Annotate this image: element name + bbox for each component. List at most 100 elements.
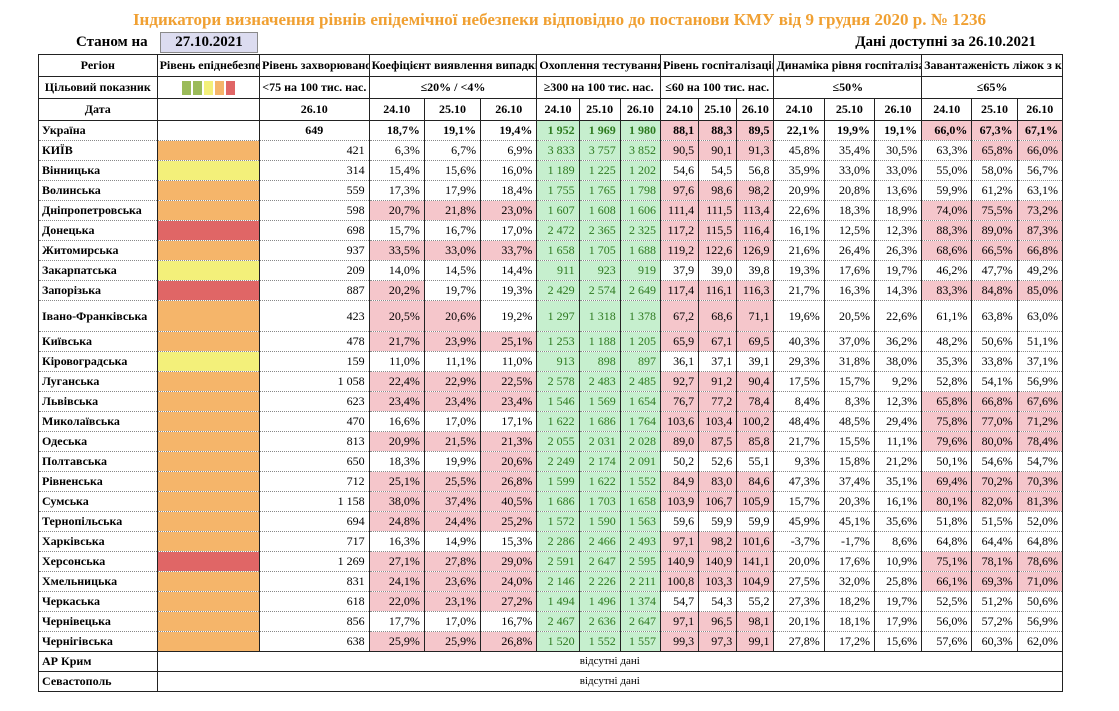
- incidence-cell: 314: [259, 160, 370, 181]
- detection-cell: 19,9%: [423, 451, 482, 472]
- testing-cell: 1 703: [578, 491, 621, 512]
- hosp-dynamics-cell: 32,0%: [823, 571, 875, 592]
- hosp-dynamics-cell: 19,1%: [873, 120, 923, 141]
- hosp-cell: 39,0: [698, 260, 738, 281]
- hosp-dynamics-cell: 47,3%: [773, 471, 825, 492]
- oxygen-cell: 59,9%: [921, 180, 973, 201]
- hosp-dynamics-cell: 22,6%: [873, 300, 923, 332]
- hosp-dynamics-cell: 12,5%: [823, 220, 875, 241]
- testing-cell: 1 688: [619, 240, 661, 261]
- region-name: Запорізька: [38, 280, 158, 301]
- detection-cell: 22,9%: [423, 371, 482, 392]
- testing-cell: 923: [578, 260, 621, 281]
- testing-cell: 2 146: [536, 571, 580, 592]
- testing-cell: 1 374: [619, 591, 661, 612]
- hosp-dynamics-cell: 20,8%: [823, 180, 875, 201]
- hosp-cell: 54,5: [698, 160, 738, 181]
- hosp-dynamics-cell: 22,6%: [773, 200, 825, 221]
- danger-level-cell: [156, 160, 261, 181]
- oxygen-cell: 50,1%: [921, 451, 973, 472]
- table-row: Хмельницька 831 24,1% 23,6% 24,0% 2 146 2 226 2…: [38, 571, 1064, 592]
- detection-cell: 29,0%: [480, 551, 538, 572]
- detection-cell: 14,5%: [423, 260, 482, 281]
- oxygen-cell: 63,8%: [971, 300, 1018, 332]
- detection-cell: 19,3%: [480, 280, 538, 301]
- hosp-cell: 85,8: [736, 431, 775, 452]
- incidence-cell: 421: [259, 140, 370, 161]
- legend-swatch: [214, 80, 224, 95]
- region-name: Чернігівська: [38, 631, 158, 652]
- danger-level-cell: [156, 120, 261, 141]
- hosp-cell: 116,4: [736, 220, 775, 241]
- hosp-cell: 98,6: [698, 180, 738, 201]
- detection-cell: 20,9%: [368, 431, 425, 452]
- region-name: КИЇВ: [38, 140, 158, 161]
- region-name: Донецька: [38, 220, 158, 241]
- target-hosp: ≤60 на 100 тис. нас.: [659, 76, 775, 99]
- danger-level-cell: [156, 220, 261, 241]
- testing-cell: 1 225: [578, 160, 621, 181]
- region-name: Севастополь: [38, 671, 158, 692]
- danger-level-cell: [156, 391, 261, 412]
- oxygen-cell: 56,0%: [921, 611, 973, 632]
- detection-cell: 11,0%: [480, 351, 538, 372]
- oxygen-cell: 63,1%: [1016, 180, 1064, 201]
- testing-cell: 1 378: [619, 300, 661, 332]
- danger-level-cell: [156, 491, 261, 512]
- detection-cell: 40,5%: [480, 491, 538, 512]
- danger-level-cell: [156, 200, 261, 221]
- region-name: Вінницька: [38, 160, 158, 181]
- testing-cell: 2 028: [619, 431, 661, 452]
- table-row: Житомирська 937 33,5% 33,0% 33,7% 1 658 1 705 1…: [38, 240, 1064, 261]
- hosp-dynamics-cell: 45,8%: [773, 140, 825, 161]
- oxygen-cell: 80,0%: [971, 431, 1018, 452]
- oxygen-cell: 81,3%: [1016, 491, 1064, 512]
- header-incidence: Рівень захворюваності: [259, 54, 370, 77]
- testing-cell: 1 318: [578, 300, 621, 332]
- oxygen-cell: 57,2%: [971, 611, 1018, 632]
- table-row: Донецька 698 15,7% 16,7% 17,0% 2 472 2 365 2 32…: [38, 220, 1064, 241]
- testing-cell: 1 686: [578, 411, 621, 432]
- oxygen-cell: 56,9%: [1016, 611, 1064, 632]
- testing-cell: 2 226: [578, 571, 621, 592]
- hosp-dynamics-cell: 18,1%: [823, 611, 875, 632]
- testing-cell: 2 055: [536, 431, 580, 452]
- hosp-dynamics-cell: 35,1%: [873, 471, 923, 492]
- oxygen-cell: 66,0%: [921, 120, 973, 141]
- hosp-cell: 83,0: [698, 471, 738, 492]
- table-row: Сумська 1 158 38,0% 37,4% 40,5% 1 686 1 703 1 6…: [38, 491, 1064, 512]
- table-row: Дніпропетровська 598 20,7% 21,8% 23,0% 1 607 1…: [38, 200, 1064, 221]
- hosp-dynamics-cell: 27,5%: [773, 571, 825, 592]
- oxygen-cell: 57,6%: [921, 631, 973, 652]
- detection-cell: 24,0%: [480, 571, 538, 592]
- region-name: Чернівецька: [38, 611, 158, 632]
- hosp-dynamics-cell: -3,7%: [773, 531, 825, 552]
- incidence-cell: 1 269: [259, 551, 370, 572]
- hosp-cell: 96,5: [698, 611, 738, 632]
- hosp-cell: 84,9: [659, 471, 700, 492]
- testing-cell: 1 496: [578, 591, 621, 612]
- hosp-cell: 87,5: [698, 431, 738, 452]
- testing-cell: 2 467: [536, 611, 580, 632]
- oxygen-cell: 56,7%: [1016, 160, 1064, 181]
- detection-cell: 22,5%: [480, 371, 538, 392]
- testing-cell: 1 654: [619, 391, 661, 412]
- detection-cell: 17,3%: [368, 180, 425, 201]
- hosp-dynamics-cell: 8,3%: [823, 391, 875, 412]
- testing-cell: 897: [619, 351, 661, 372]
- hosp-dynamics-cell: 20,5%: [823, 300, 875, 332]
- as-of-date-field[interactable]: 27.10.2021: [160, 32, 258, 53]
- detection-cell: 37,4%: [423, 491, 482, 512]
- hosp-cell: 104,9: [736, 571, 775, 592]
- hosp-dynamics-cell: 8,6%: [873, 531, 923, 552]
- oxygen-cell: 61,2%: [971, 180, 1018, 201]
- hosp-cell: 105,9: [736, 491, 775, 512]
- detection-cell: 23,4%: [368, 391, 425, 412]
- target-incidence: <75 на 100 тис. нас.: [259, 76, 370, 99]
- hosp-dynamics-cell: 12,3%: [873, 220, 923, 241]
- date-header-cell: 24.10: [536, 98, 580, 121]
- as-of-label: Станом на: [76, 34, 148, 50]
- testing-cell: 3 757: [578, 140, 621, 161]
- testing-cell: 2 429: [536, 280, 580, 301]
- hosp-cell: 50,2: [659, 451, 700, 472]
